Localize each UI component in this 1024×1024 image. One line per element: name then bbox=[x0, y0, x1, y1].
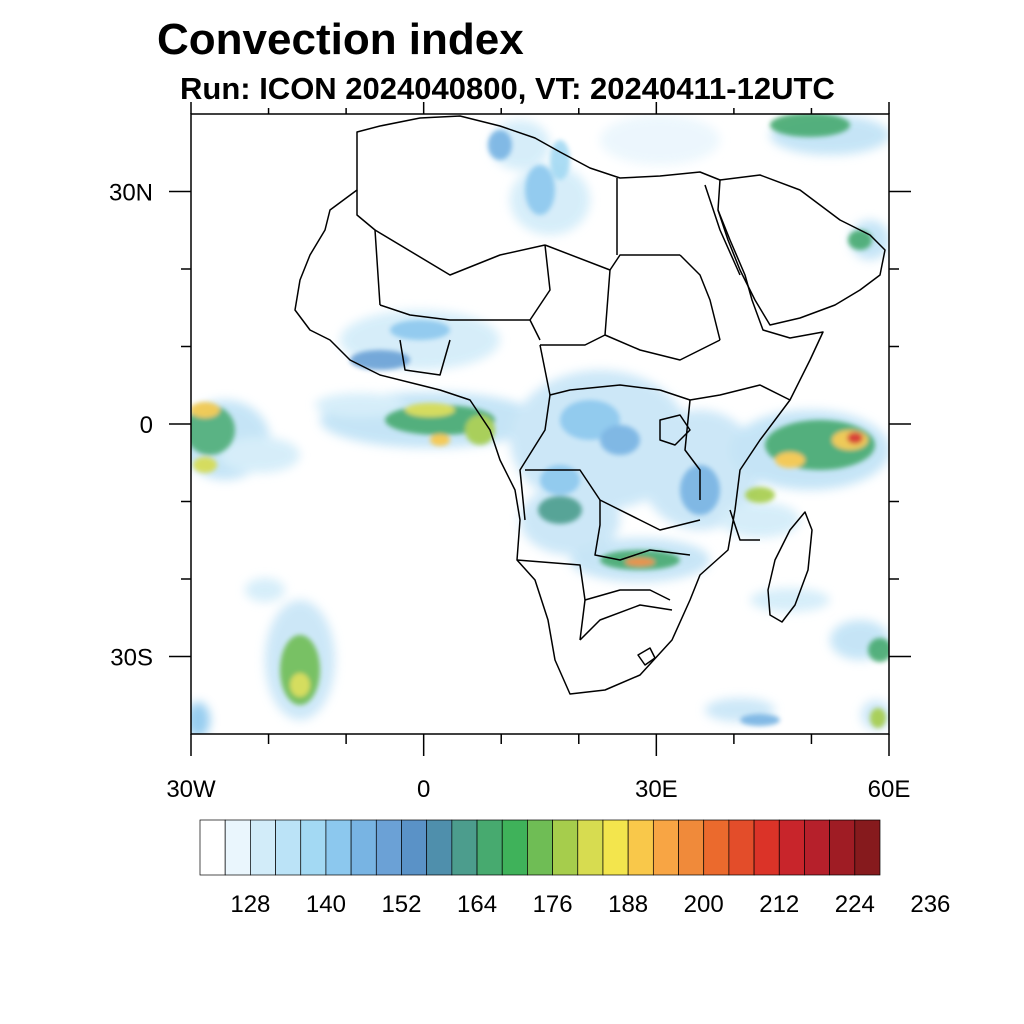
colorbar-label: 176 bbox=[533, 891, 573, 918]
lat-tick-label: 30N bbox=[109, 180, 153, 207]
colorbar-box bbox=[854, 819, 881, 876]
colorbar bbox=[199, 819, 881, 876]
colorbar-label: 236 bbox=[910, 891, 950, 918]
lon-tick-label: 60E bbox=[868, 776, 911, 803]
colorbar-box bbox=[501, 819, 528, 876]
border-18 bbox=[584, 589, 671, 601]
colorbar-box bbox=[426, 819, 453, 876]
border-6 bbox=[540, 269, 611, 346]
border-7 bbox=[679, 254, 721, 341]
border-3 bbox=[529, 244, 551, 341]
colorbar-box bbox=[753, 819, 780, 876]
border-12 bbox=[659, 384, 791, 401]
border-16 bbox=[594, 500, 691, 561]
border-9 bbox=[379, 304, 530, 321]
colorbar-box bbox=[602, 819, 629, 876]
lon-tick-label: 30E bbox=[635, 776, 678, 803]
colorbar-box bbox=[476, 819, 503, 876]
colorbar-box bbox=[527, 819, 553, 876]
colorbar-label: 188 bbox=[608, 891, 648, 918]
border-2 bbox=[374, 229, 546, 276]
border-17 bbox=[516, 559, 586, 641]
border-10 bbox=[399, 339, 451, 376]
colorbar-box bbox=[652, 819, 679, 876]
colorbar-box bbox=[728, 819, 755, 876]
colorbar-label: 224 bbox=[835, 891, 875, 918]
border-4 bbox=[544, 244, 680, 271]
lesotho bbox=[637, 647, 656, 666]
map-ticks bbox=[169, 102, 911, 756]
colorbar-labels: 128 140 152 164 176 188 200 212 224 236 bbox=[230, 891, 950, 918]
madagascar bbox=[767, 511, 813, 623]
border-1 bbox=[356, 190, 381, 306]
arabia bbox=[717, 174, 886, 326]
colorbar-box bbox=[577, 819, 604, 876]
lon-tick-label: 0 bbox=[417, 776, 430, 803]
colorbar-box bbox=[778, 819, 805, 876]
colorbar-label: 164 bbox=[457, 891, 497, 918]
colorbar-box bbox=[350, 819, 377, 876]
colorbar-box bbox=[552, 819, 579, 876]
colorbar-box bbox=[804, 819, 830, 876]
coastlines-borders bbox=[294, 115, 886, 695]
colorbar-box bbox=[703, 819, 730, 876]
colorbar-label: 200 bbox=[684, 891, 724, 918]
border-11 bbox=[539, 344, 661, 396]
colorbar-box bbox=[401, 819, 428, 876]
chart-title: Convection index bbox=[157, 15, 524, 64]
colorbar-label: 128 bbox=[230, 891, 270, 918]
colorbar-box bbox=[627, 819, 654, 876]
colorbar-box bbox=[678, 819, 705, 876]
lat-tick-label: 0 bbox=[140, 412, 153, 439]
border-20 bbox=[579, 604, 673, 641]
lake-victoria bbox=[659, 414, 691, 446]
colorbar-box bbox=[829, 819, 856, 876]
colorbar-box bbox=[224, 819, 251, 876]
colorbar-label: 152 bbox=[381, 891, 421, 918]
colorbar-box bbox=[325, 819, 352, 876]
colorbar-label: 212 bbox=[759, 891, 799, 918]
map-tick-labels: 30W 0 30E 60E 30N 0 30S bbox=[109, 180, 910, 804]
colorbar-box bbox=[199, 819, 226, 876]
colorbar-box bbox=[451, 819, 478, 876]
lon-tick-label: 30W bbox=[166, 776, 216, 803]
border-19 bbox=[729, 509, 760, 541]
border-8 bbox=[604, 334, 721, 361]
lat-tick-label: 30S bbox=[110, 645, 153, 672]
chart-subtitle: Run: ICON 2024040800, VT: 20240411-12UTC bbox=[180, 71, 835, 106]
border-14 bbox=[519, 394, 551, 521]
colorbar-box bbox=[250, 819, 276, 876]
colorbar-box bbox=[275, 819, 302, 876]
border-15 bbox=[525, 469, 701, 531]
colorbar-box bbox=[300, 819, 327, 876]
red-sea-west bbox=[704, 184, 741, 276]
colorbar-label: 140 bbox=[306, 891, 346, 918]
convection-field bbox=[191, 114, 889, 734]
africa-coastline bbox=[294, 115, 824, 695]
colorbar-box bbox=[375, 819, 402, 876]
